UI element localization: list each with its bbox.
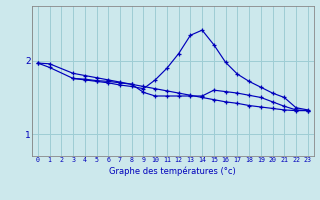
- X-axis label: Graphe des températures (°c): Graphe des températures (°c): [109, 166, 236, 176]
